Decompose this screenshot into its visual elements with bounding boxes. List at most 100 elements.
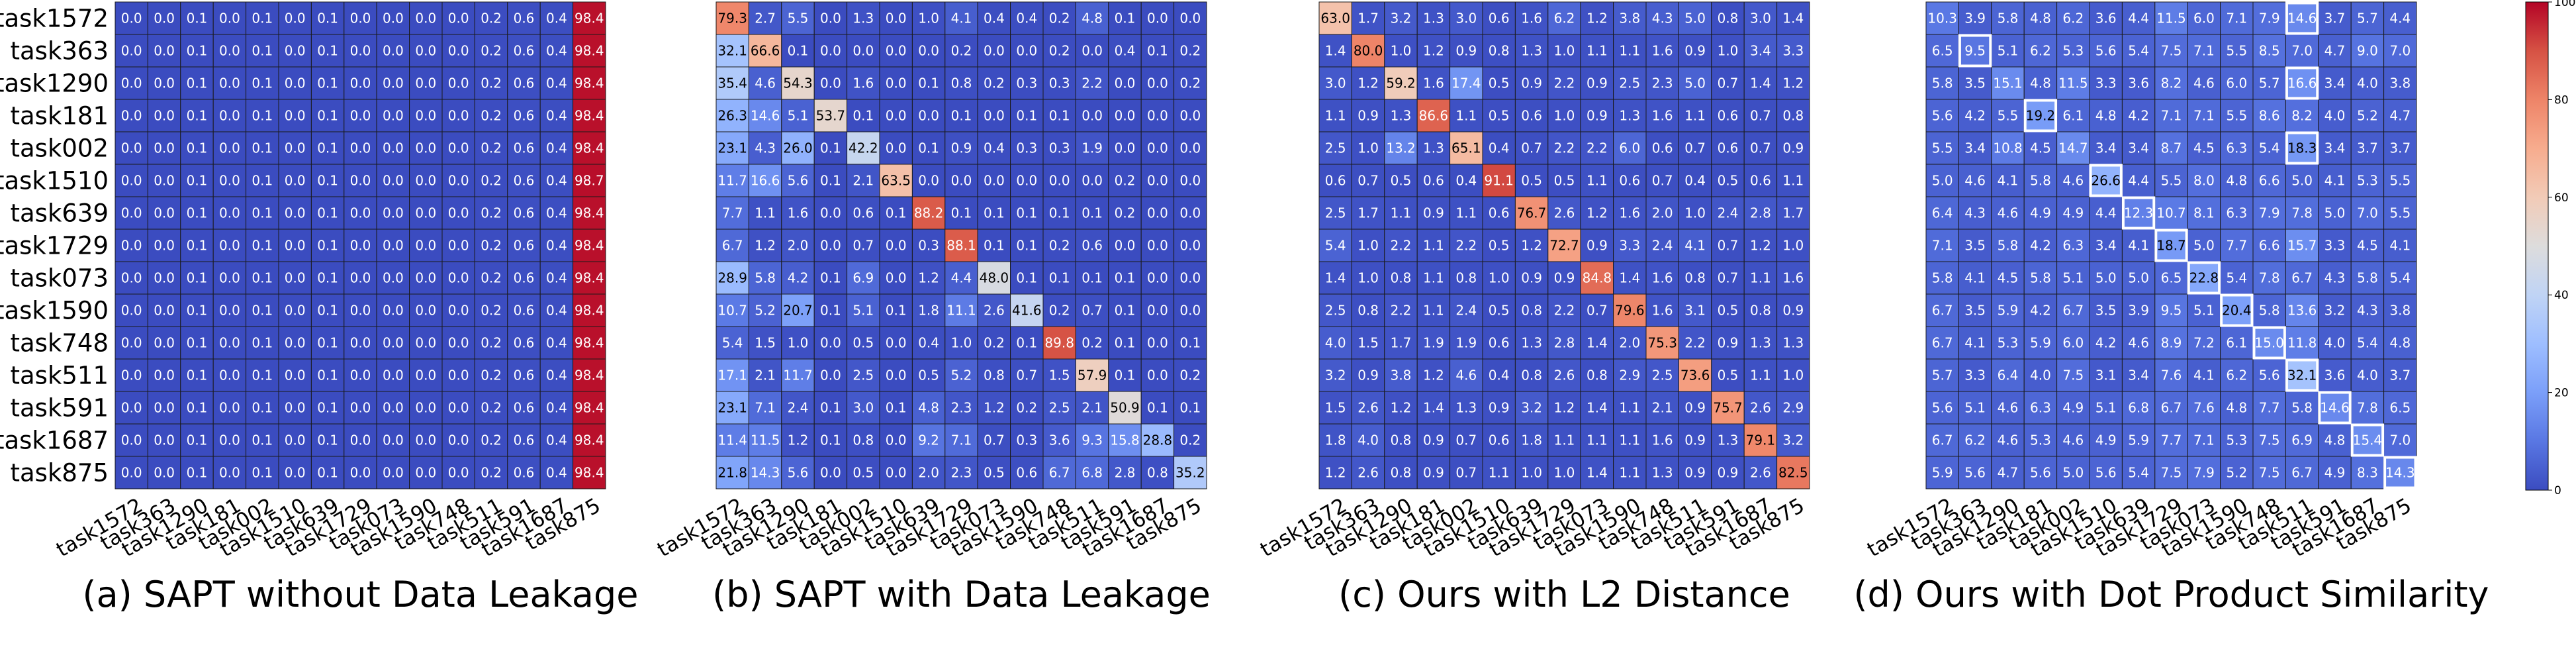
- cell-value-label: 6.5: [2161, 270, 2182, 286]
- cell-value-label: 0.0: [383, 400, 404, 416]
- cell-value-label: 5.5: [788, 11, 809, 26]
- heatmap-cell: [1416, 1, 1451, 35]
- cell-value-label: 6.8: [2128, 400, 2149, 416]
- heatmap-cell: [813, 261, 848, 295]
- cell-value-label: 3.5: [2095, 303, 2117, 319]
- cell-value-label: 0.0: [1147, 368, 1168, 384]
- heatmap-cell: [847, 164, 880, 197]
- cell-value-label: 0.6: [1081, 238, 1103, 254]
- heatmap-cell: [2252, 229, 2286, 262]
- heatmap-cell: [911, 293, 946, 327]
- heatmap-cell: [1776, 196, 1810, 230]
- cell-value-label: 0.2: [1115, 173, 1136, 189]
- cell-value-label: 1.0: [1782, 238, 1804, 254]
- cell-value-label: 0.0: [886, 238, 907, 254]
- cell-value-label: 0.1: [187, 108, 208, 124]
- cell-value-label: 0.0: [383, 465, 404, 481]
- heatmap-cell: [441, 261, 475, 295]
- heatmap-cell: [180, 261, 214, 295]
- heatmap-cell: [2350, 261, 2385, 295]
- heatmap-cell: [278, 261, 312, 295]
- cell-value-label: 0.0: [350, 173, 371, 189]
- heatmap-cell: [1580, 66, 1614, 100]
- cell-value-label: 10.3: [1927, 11, 1957, 26]
- cell-value-label: 3.2: [1391, 11, 1412, 26]
- cell-value-label: 41.6: [1012, 303, 1042, 319]
- cell-value-label: 0.0: [820, 238, 841, 254]
- heatmap-cell: [2285, 456, 2319, 489]
- heatmap-cell: [1449, 326, 1483, 360]
- heatmap-cell: [2350, 293, 2385, 327]
- cell-value-label: 2.4: [1455, 303, 1477, 319]
- cell-value-label: 5.8: [1998, 238, 2019, 254]
- cell-value-label: 0.9: [1357, 368, 1379, 384]
- cell-value-label: 3.9: [2128, 303, 2149, 319]
- cell-value-label: 0.0: [1016, 43, 1037, 59]
- cell-value-label: 0.1: [918, 76, 939, 91]
- heatmap-cell: [1140, 1, 1175, 35]
- cell-value-label: 0.2: [1049, 303, 1070, 319]
- cell-value-label: 3.3: [1964, 368, 1986, 384]
- heatmap-cell: [474, 164, 508, 197]
- cell-value-label: 0.2: [1179, 368, 1201, 384]
- cell-value-label: 3.8: [2389, 76, 2411, 91]
- cell-value-label: 7.1: [951, 433, 972, 448]
- cell-value-label: 0.0: [350, 433, 371, 448]
- cell-value-label: 23.1: [717, 400, 747, 416]
- cell-value-label: 1.1: [1423, 270, 1444, 286]
- cell-value-label: 0.0: [350, 108, 371, 124]
- cell-value-label: 0.9: [1684, 465, 1706, 481]
- cell-value-label: 84.8: [1583, 270, 1612, 286]
- heatmap-cell: [1416, 326, 1451, 360]
- heatmap-cell: [376, 391, 410, 425]
- heatmap-cell: [1449, 293, 1483, 327]
- cell-value-label: 0.1: [252, 173, 273, 189]
- heatmap-cell: [1173, 229, 1207, 262]
- cell-value-label: 0.0: [886, 11, 907, 26]
- heatmap-cell: [344, 1, 377, 35]
- heatmap-cell: [1042, 261, 1076, 295]
- cell-value-label: 0.8: [1750, 303, 1771, 319]
- heatmap-cell: [1416, 66, 1451, 100]
- heatmap-cell: [1042, 229, 1076, 262]
- cell-value-label: 0.0: [415, 108, 436, 124]
- cell-value-label: 4.1: [2389, 238, 2411, 254]
- cell-value-label: 0.0: [350, 303, 371, 319]
- cell-value-label: 0.2: [1179, 76, 1201, 91]
- cell-value-label: 63.0: [1320, 11, 1350, 26]
- cell-value-label: 0.4: [546, 433, 567, 448]
- heatmap-cell: [1042, 326, 1076, 360]
- cell-value-label: 1.4: [1325, 43, 1346, 59]
- cell-value-label: 8.2: [2161, 76, 2182, 91]
- heatmap-cell: [212, 131, 247, 165]
- heatmap-cell: [1514, 293, 1549, 327]
- heatmap-cell: [573, 229, 606, 262]
- cell-value-label: 0.2: [1081, 335, 1103, 351]
- cell-value-label: 1.9: [1455, 335, 1477, 351]
- cell-value-label: 2.0: [918, 465, 939, 481]
- cell-value-label: 4.6: [1998, 400, 2019, 416]
- cell-value-label: 7.1: [1932, 238, 1953, 254]
- heatmap-cell: [847, 66, 880, 100]
- cell-value-label: 6.0: [1619, 140, 1640, 156]
- heatmap-cell: [1042, 196, 1076, 230]
- heatmap-cell: [1140, 456, 1175, 489]
- cell-value-label: 6.0: [2062, 335, 2084, 351]
- cell-value-label: 0.4: [1489, 368, 1510, 384]
- cell-value-label: 19.2: [2026, 108, 2056, 124]
- heatmap-cell: [278, 456, 312, 489]
- cell-value-label: 0.2: [1179, 43, 1201, 59]
- heatmap-cell: [1580, 34, 1614, 68]
- cell-value-label: 1.1: [1750, 270, 1771, 286]
- cell-value-label: 14.6: [751, 108, 780, 124]
- cell-value-label: 0.1: [187, 433, 208, 448]
- heatmap-cell: [1711, 164, 1745, 197]
- heatmap-cell: [539, 261, 574, 295]
- cell-value-label: 0.0: [1179, 303, 1201, 319]
- cell-value-label: 0.1: [187, 205, 208, 221]
- heatmap-cell: [1645, 358, 1679, 392]
- cell-value-label: 7.0: [2291, 43, 2313, 59]
- heatmap-cell: [474, 196, 508, 230]
- cell-value-label: 8.1: [2193, 205, 2215, 221]
- heatmap-cell: [879, 293, 913, 327]
